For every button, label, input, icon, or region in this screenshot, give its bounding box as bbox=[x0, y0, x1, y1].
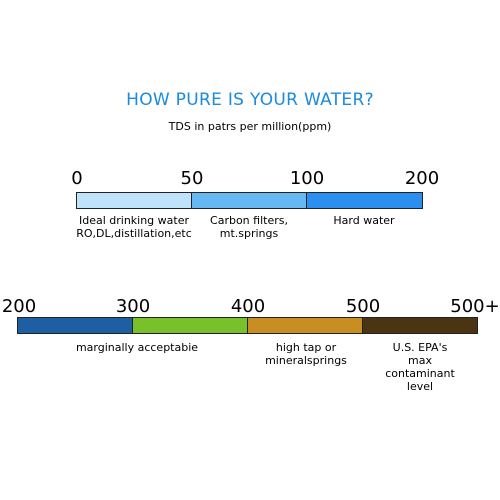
scale1-label-ideal: Ideal drinking water RO,DL,distillation,… bbox=[76, 214, 192, 240]
scale2-segment-over bbox=[363, 317, 478, 334]
page-subtitle: TDS in patrs per million(ppm) bbox=[168, 120, 332, 133]
scale1-segment-carbon bbox=[192, 192, 307, 209]
scale2-tick-300: 300 bbox=[115, 296, 151, 317]
scale2-segment-marginal bbox=[17, 317, 133, 334]
scale1-tick-100: 100 bbox=[289, 168, 325, 189]
scale2-tick-500plus: 500+ bbox=[450, 296, 500, 317]
scale2-tick-500: 500 bbox=[345, 296, 381, 317]
scale1-tick-200: 200 bbox=[404, 168, 440, 189]
page-title: HOW PURE IS YOUR WATER? bbox=[126, 90, 374, 110]
scale2-tick-200: 200 bbox=[1, 296, 37, 317]
scale1-segment-ideal bbox=[76, 192, 192, 209]
scale1-tick-0: 0 bbox=[71, 168, 83, 189]
scale2-segment-hightap bbox=[133, 317, 248, 334]
scale1-bar bbox=[76, 192, 423, 209]
scale2-segment-epa bbox=[248, 317, 363, 334]
scale1-segment-hard bbox=[307, 192, 423, 209]
scale2-label-hightap: high tap or mineralsprings bbox=[265, 341, 347, 367]
scale2-label-epa: U.S. EPA's max contaminant level bbox=[385, 341, 455, 393]
scale2-tick-400: 400 bbox=[230, 296, 266, 317]
scale2-label-marginal: marginally acceptabie bbox=[75, 341, 199, 354]
scale1-tick-50: 50 bbox=[180, 168, 204, 189]
scale2-bar bbox=[17, 317, 478, 334]
scale1-label-hard: Hard water bbox=[333, 214, 395, 227]
scale1-label-carbon: Carbon filters, mt.springs bbox=[210, 214, 288, 240]
